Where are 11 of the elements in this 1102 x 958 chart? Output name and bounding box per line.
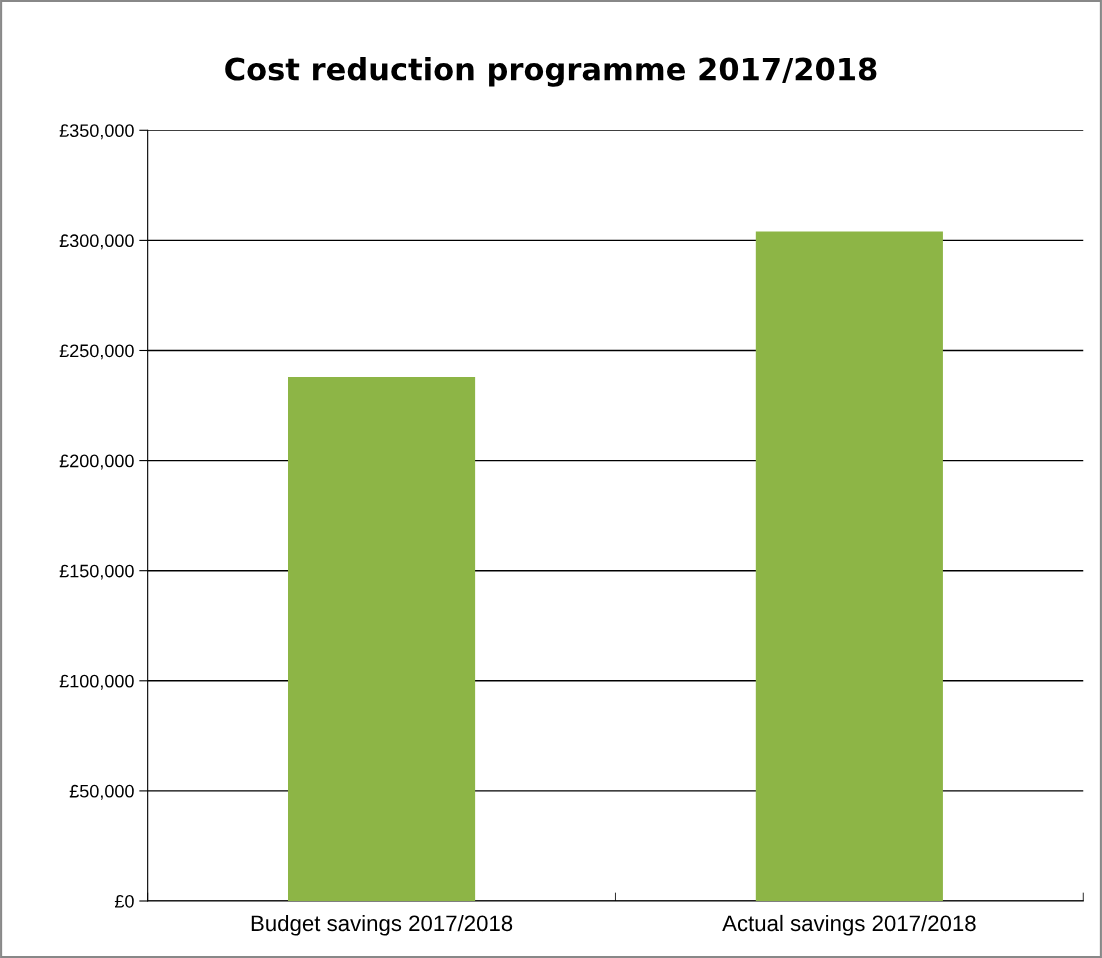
- chart-title: Cost reduction programme 2017/2018: [225, 56, 877, 87]
- y-tick-label: £200,000: [59, 454, 134, 470]
- y-tick-label: £100,000: [59, 674, 134, 690]
- x-tick-label: Budget savings 2017/2018: [251, 914, 513, 936]
- y-tick-label: £150,000: [59, 564, 134, 580]
- y-tick-label: £300,000: [59, 234, 134, 250]
- y-tick-label: £0: [114, 894, 134, 908]
- y-tick-label: £350,000: [59, 124, 134, 140]
- x-tick-label: Actual savings 2017/2018: [722, 914, 976, 936]
- y-tick-label: £250,000: [59, 344, 134, 360]
- y-tick-label: £50,000: [69, 784, 134, 800]
